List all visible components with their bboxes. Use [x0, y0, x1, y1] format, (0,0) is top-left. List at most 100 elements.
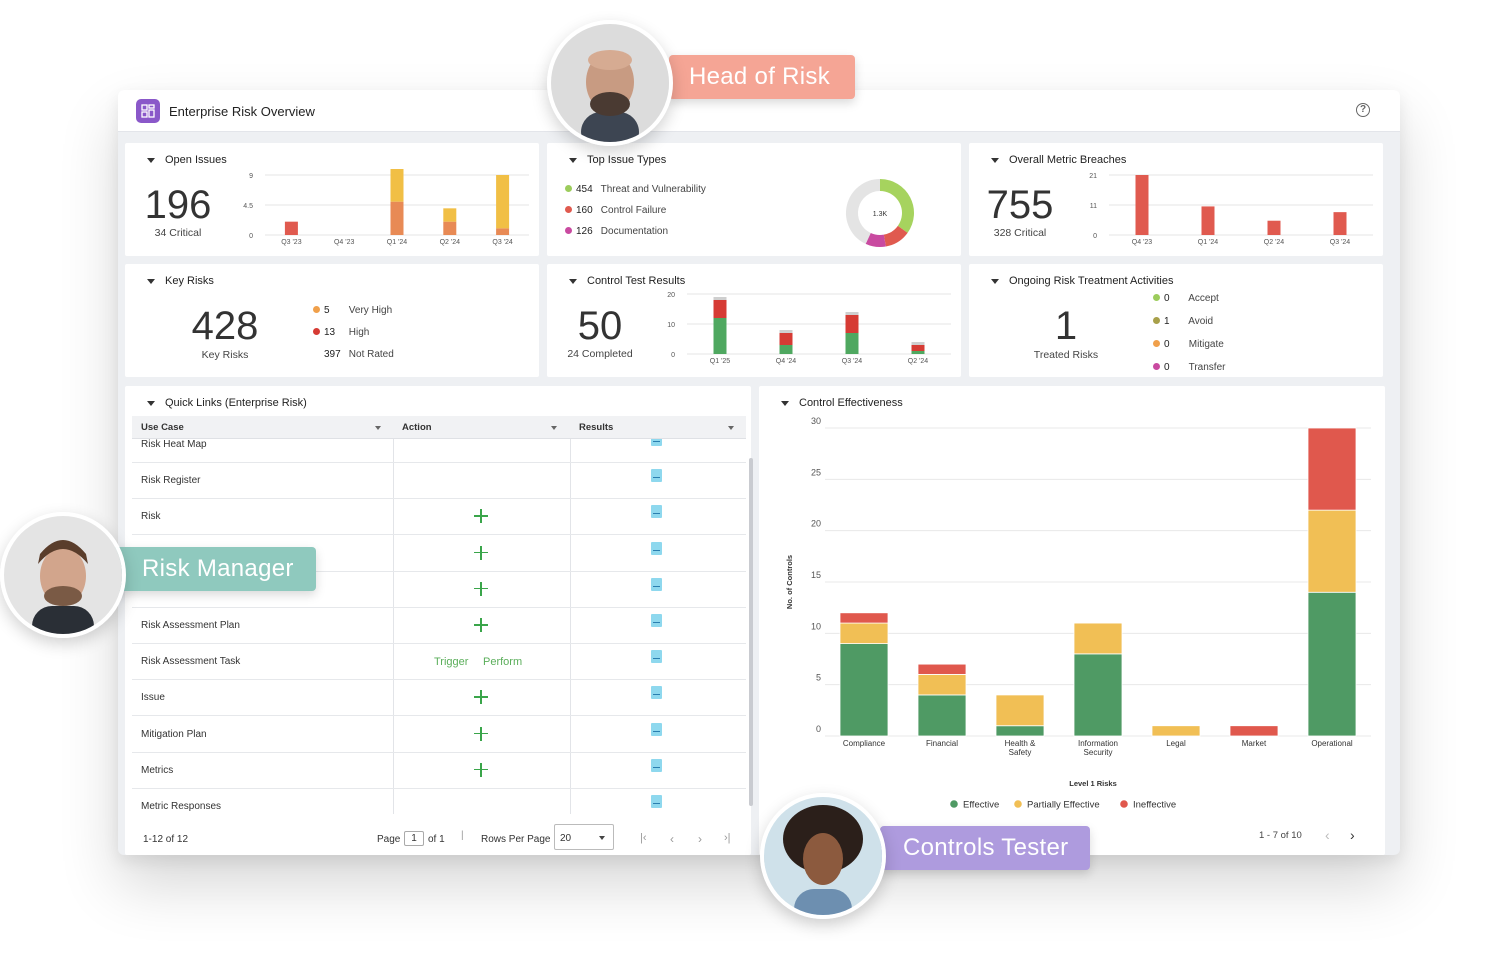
- collapse-caret-icon[interactable]: [991, 279, 999, 284]
- report-file-icon[interactable]: [651, 469, 662, 483]
- persona-avatar-controls-tester: [760, 793, 886, 919]
- x-tick-label: Q3 '24: [1330, 239, 1351, 246]
- collapse-caret-icon[interactable]: [147, 158, 155, 163]
- report-file-icon[interactable]: [651, 439, 662, 446]
- treatment-subtitle: Treated Risks: [1033, 349, 1099, 361]
- sort-caret-icon[interactable]: [551, 426, 557, 430]
- use-case-cell[interactable]: Issue: [141, 692, 165, 704]
- collapse-caret-icon[interactable]: [147, 401, 155, 406]
- table-row[interactable]: [132, 536, 746, 572]
- report-file-icon[interactable]: [651, 505, 662, 519]
- help-icon[interactable]: ?: [1356, 103, 1370, 117]
- key-risks-value: 428: [191, 304, 259, 348]
- table-scrollbar[interactable]: [749, 458, 753, 806]
- next-page-icon[interactable]: ›: [698, 832, 702, 846]
- quick-links-header[interactable]: Quick Links (Enterprise Risk): [147, 397, 307, 409]
- x-tick-label: Market: [1242, 739, 1267, 748]
- donut-slice: [865, 232, 886, 247]
- use-case-cell[interactable]: Risk Heat Map: [141, 439, 207, 450]
- use-case-cell[interactable]: Risk Assessment Task: [141, 656, 241, 668]
- bar-segment: [779, 330, 793, 333]
- bar-segment: [443, 221, 457, 235]
- report-file-icon[interactable]: [651, 722, 662, 736]
- add-plus-icon[interactable]: [473, 726, 489, 742]
- metric-breaches-subtitle: 328 Critical: [993, 227, 1047, 239]
- add-plus-icon[interactable]: [473, 689, 489, 705]
- chart-prev-icon[interactable]: ‹: [1325, 827, 1330, 843]
- table-row[interactable]: [132, 572, 746, 608]
- report-file-icon[interactable]: [651, 650, 662, 664]
- bar-segment: [1073, 653, 1123, 737]
- x-tick-label: Q4 '23: [334, 239, 355, 246]
- report-file-icon[interactable]: [651, 686, 662, 700]
- collapse-caret-icon[interactable]: [147, 279, 155, 284]
- bar-segment: [443, 208, 457, 222]
- issue-types-donut: 1.3K: [846, 179, 914, 247]
- last-page-icon[interactable]: ›|: [724, 832, 731, 844]
- report-file-icon[interactable]: [651, 577, 662, 591]
- use-case-cell[interactable]: Risk Register: [141, 475, 201, 487]
- persona-badge-controls-tester: Controls Tester: [880, 826, 1090, 870]
- add-plus-icon[interactable]: [473, 545, 489, 561]
- column-header-use-case[interactable]: Use Case: [141, 422, 184, 433]
- report-file-icon[interactable]: [651, 614, 662, 627]
- table-row[interactable]: Mitigation Plan: [132, 717, 746, 753]
- column-header-results[interactable]: Results: [579, 422, 614, 433]
- table-row[interactable]: Issue: [132, 680, 746, 717]
- sort-caret-icon[interactable]: [728, 426, 734, 430]
- x-tick-label: Operational: [1311, 739, 1353, 748]
- table-row[interactable]: Risk Register: [132, 463, 746, 500]
- page-input[interactable]: 1: [404, 831, 424, 846]
- use-case-cell[interactable]: Metrics: [141, 764, 174, 776]
- chart-next-icon[interactable]: ›: [1350, 827, 1355, 843]
- card-title: Quick Links (Enterprise Risk): [165, 397, 307, 409]
- key-risks-header[interactable]: Key Risks: [147, 275, 214, 287]
- legend-dot-icon: [950, 800, 958, 808]
- add-plus-icon[interactable]: [473, 581, 489, 597]
- control-test-header[interactable]: Control Test Results: [569, 275, 685, 287]
- open-issues-header[interactable]: Open Issues: [147, 154, 227, 166]
- trigger-link[interactable]: Trigger: [434, 656, 469, 669]
- report-file-icon[interactable]: [651, 758, 662, 772]
- add-plus-icon[interactable]: [473, 508, 489, 524]
- donut-slice: [846, 179, 881, 244]
- bar-segment: [995, 694, 1045, 727]
- table-row[interactable]: Risk Heat Map: [132, 439, 746, 463]
- x-tick-label: Compliance: [843, 739, 886, 748]
- first-page-icon[interactable]: |‹: [640, 832, 647, 844]
- table-row[interactable]: Risk Assessment Plan: [132, 608, 746, 644]
- metric-breaches-header[interactable]: Overall Metric Breaches: [991, 154, 1126, 166]
- y-tick-label: 10: [811, 621, 821, 631]
- use-case-cell[interactable]: Risk: [141, 511, 161, 523]
- top-issue-types-header[interactable]: Top Issue Types: [569, 154, 666, 166]
- x-tick-label: Financial: [926, 739, 958, 748]
- card-title: Key Risks: [165, 275, 214, 287]
- report-file-icon[interactable]: [651, 795, 662, 808]
- table-row[interactable]: Risk Assessment Task Trigger Perform: [132, 644, 746, 681]
- perform-link[interactable]: Perform: [483, 656, 523, 669]
- column-header-action[interactable]: Action: [402, 422, 432, 433]
- collapse-caret-icon[interactable]: [569, 158, 577, 163]
- bar-segment: [839, 612, 889, 624]
- donut-slice: [879, 179, 914, 233]
- rows-per-page-select[interactable]: 20: [554, 824, 614, 850]
- add-plus-icon[interactable]: [473, 762, 489, 778]
- collapse-caret-icon[interactable]: [781, 401, 789, 406]
- collapse-caret-icon[interactable]: [991, 158, 999, 163]
- previous-page-icon[interactable]: ‹: [670, 832, 674, 846]
- collapse-caret-icon[interactable]: [569, 279, 577, 284]
- control-effectiveness-header[interactable]: Control Effectiveness: [781, 397, 903, 409]
- treatment-legend-item: 0 Transfer: [1153, 362, 1225, 373]
- use-case-cell[interactable]: Metric Responses: [141, 801, 222, 812]
- add-plus-icon[interactable]: [473, 617, 489, 633]
- legend-dot-icon: [313, 328, 320, 335]
- table-row[interactable]: Metric Responses: [132, 789, 746, 814]
- table-row[interactable]: Risk: [132, 499, 746, 536]
- sort-caret-icon[interactable]: [375, 426, 381, 430]
- treatment-header[interactable]: Ongoing Risk Treatment Activities: [991, 275, 1173, 287]
- card-title: Control Effectiveness: [799, 397, 903, 409]
- use-case-cell[interactable]: Risk Assessment Plan: [141, 620, 240, 631]
- use-case-cell[interactable]: Mitigation Plan: [141, 728, 207, 740]
- table-row[interactable]: Metrics: [132, 753, 746, 789]
- report-file-icon[interactable]: [651, 541, 662, 555]
